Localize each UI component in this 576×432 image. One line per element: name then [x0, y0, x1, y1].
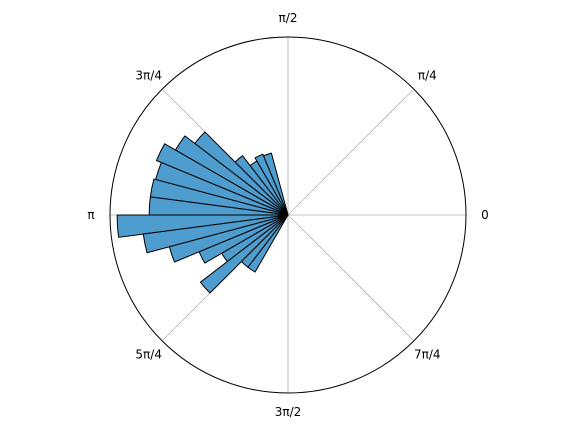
angle-tick-label-4: π: [87, 208, 94, 222]
histogram-bar-6: [155, 143, 289, 216]
polar-frame: [109, 36, 467, 394]
angle-tick-label-3: 3π/4: [135, 69, 162, 83]
histogram-bars: [116, 131, 289, 294]
angle-tick-labels: 0 π/4 π/2 3π/4 π 5π/4 3π/2 7π/4: [87, 11, 488, 419]
angle-tick-label-5: 5π/4: [135, 347, 162, 361]
angle-tick-label-1: π/4: [418, 69, 437, 83]
angle-tick-label-0: 0: [481, 208, 489, 222]
histogram-bar-17: [247, 214, 289, 273]
outer-circle: [109, 36, 467, 394]
angle-tick-label-2: π/2: [279, 11, 298, 25]
angular-gridline: [287, 88, 415, 216]
angular-gridline: [287, 214, 415, 342]
histogram-bar-13: [198, 214, 289, 264]
angle-tick-label-6: 3π/2: [275, 405, 302, 419]
angle-tick-label-7: 7π/4: [414, 347, 441, 361]
histogram-bar-15: [199, 214, 289, 294]
